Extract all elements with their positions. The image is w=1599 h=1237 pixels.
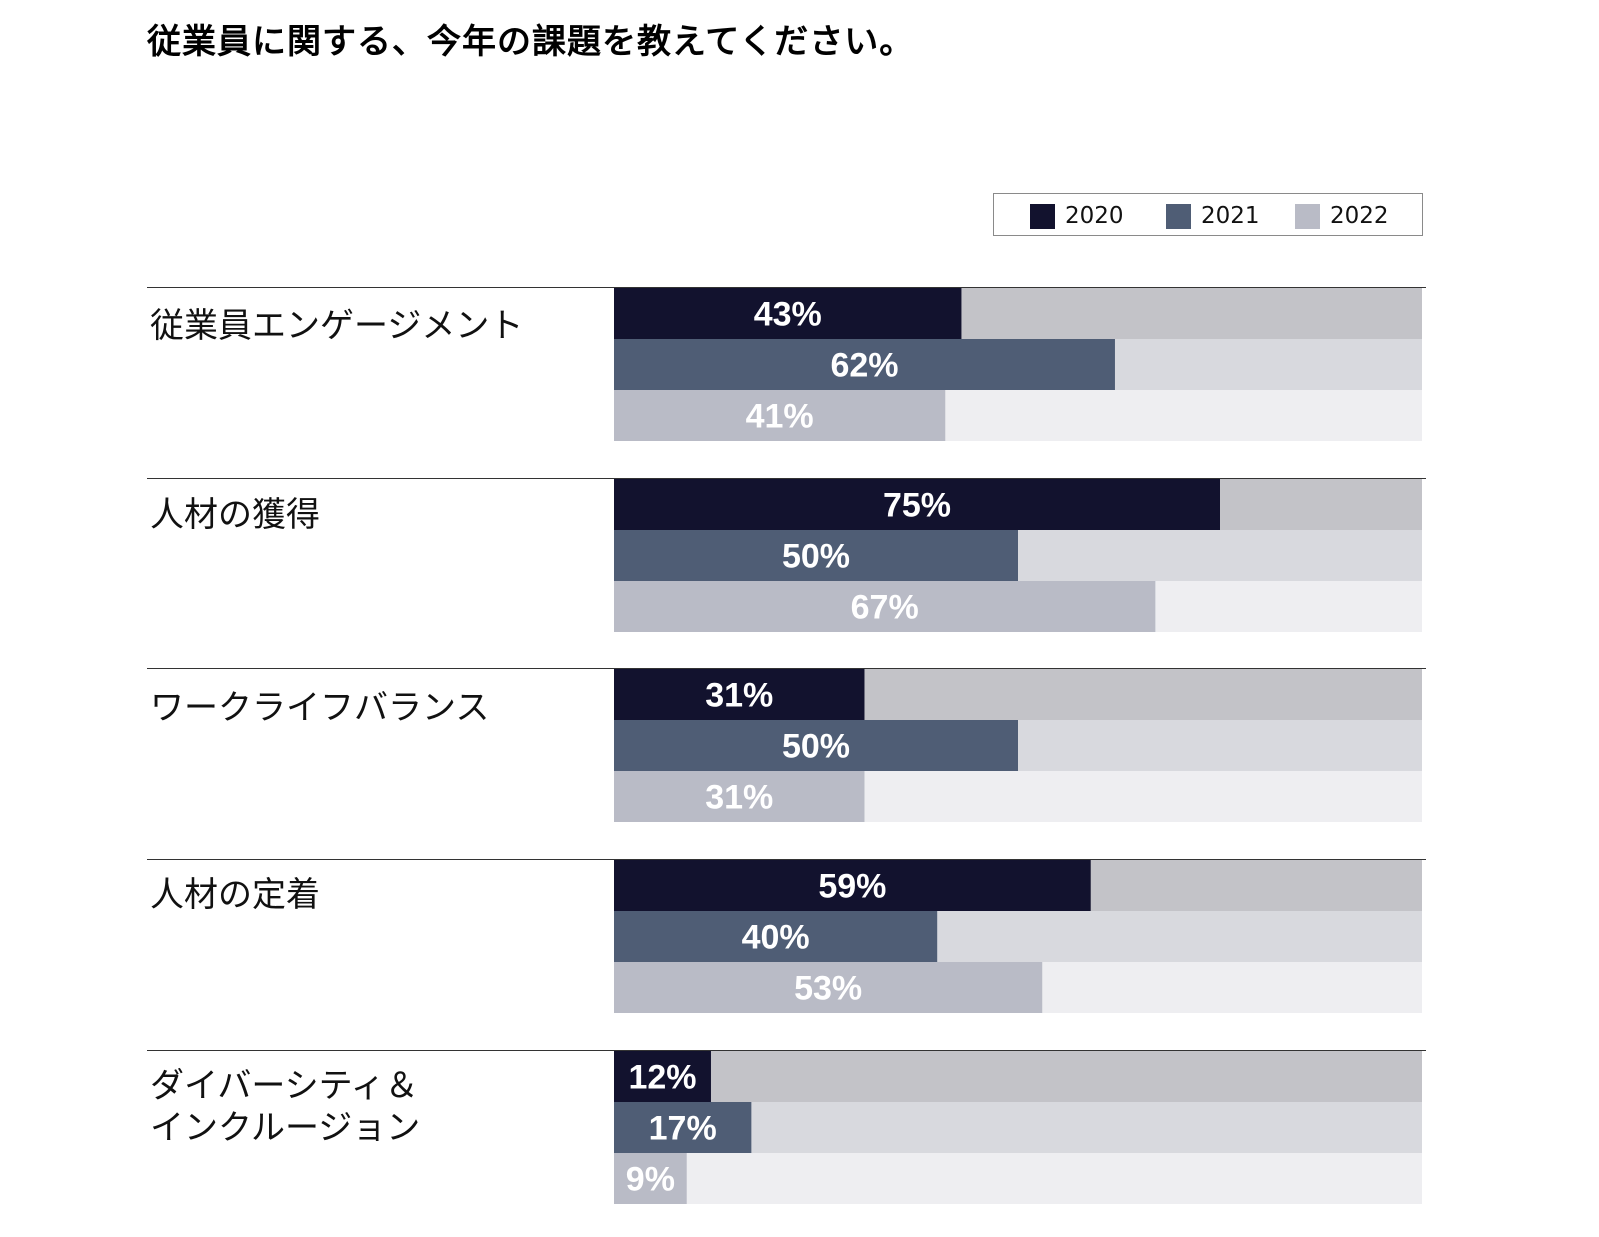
legend-item-2022: 2022 <box>1295 203 1389 229</box>
bar-2020-4 <box>614 1051 711 1102</box>
bar-2021-4 <box>614 1102 752 1153</box>
group-rule <box>147 478 1426 479</box>
value-label-2020-2: 31% <box>705 677 773 715</box>
value-label-2022-4: 9% <box>626 1161 675 1199</box>
chart-title: 従業員に関する、今年の課題を教えてください。 <box>147 22 915 62</box>
category-label-acquisition: 人材の獲得 <box>150 495 320 535</box>
value-label-2022-1: 67% <box>851 589 919 627</box>
bar-track-2022-4 <box>614 1153 1422 1204</box>
value-label-2022-3: 53% <box>794 970 862 1008</box>
bar-track-2020-4 <box>614 1051 1422 1102</box>
legend-swatch-2021 <box>1166 203 1191 229</box>
legend-label-2021: 2021 <box>1201 203 1260 229</box>
bar-2020-0 <box>614 288 962 339</box>
value-label-2021-4: 17% <box>649 1110 717 1148</box>
category-label-diversity-inclusion: ダイバーシティ＆ インクルージョン <box>150 1066 421 1148</box>
value-label-2020-3: 59% <box>818 868 886 906</box>
value-label-2020-4: 12% <box>628 1059 696 1097</box>
value-label-2021-2: 50% <box>782 728 850 766</box>
legend-label-2020: 2020 <box>1065 203 1124 229</box>
bar-2020-3 <box>614 860 1091 911</box>
value-label-2022-0: 41% <box>746 398 814 436</box>
bar-2021-1 <box>614 530 1018 581</box>
value-label-2022-2: 31% <box>705 779 773 817</box>
group-rule <box>147 287 1426 288</box>
bar-2021-0 <box>614 339 1115 390</box>
value-label-2020-1: 75% <box>883 487 951 525</box>
bar-2022-4 <box>614 1153 687 1204</box>
legend-swatch-2020 <box>1030 203 1055 229</box>
legend-item-2021: 2021 <box>1166 203 1260 229</box>
category-label-retention: 人材の定着 <box>150 875 320 915</box>
bar-2020-2 <box>614 669 865 720</box>
bar-2021-3 <box>614 911 938 962</box>
value-label-2021-1: 50% <box>782 538 850 576</box>
bar-2022-3 <box>614 962 1043 1013</box>
legend: 2020 2021 2022 <box>993 193 1423 236</box>
bar-2022-1 <box>614 581 1156 632</box>
category-label-engagement: 従業員エンゲージメント <box>150 306 524 346</box>
legend-label-2022: 2022 <box>1330 203 1389 229</box>
bar-2022-2 <box>614 771 865 822</box>
legend-item-2020: 2020 <box>1030 203 1124 229</box>
bar-2021-2 <box>614 720 1018 771</box>
group-rule <box>147 1050 1426 1051</box>
bar-2020-1 <box>614 479 1220 530</box>
value-label-2021-0: 62% <box>830 347 898 385</box>
category-label-work-life-balance: ワークライフバランス <box>150 688 490 728</box>
bar-2022-0 <box>614 390 946 441</box>
legend-swatch-2022 <box>1295 203 1320 229</box>
group-rule <box>147 668 1426 669</box>
group-rule <box>147 859 1426 860</box>
value-label-2020-0: 43% <box>754 296 822 334</box>
value-label-2021-3: 40% <box>742 919 810 957</box>
